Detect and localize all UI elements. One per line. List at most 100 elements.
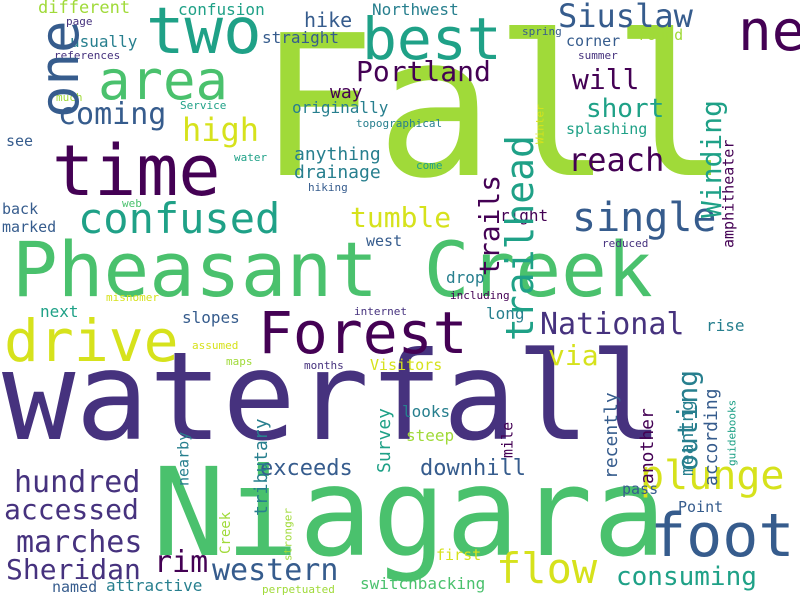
word-recently: recently <box>601 392 622 479</box>
word-consuming: consuming <box>616 562 757 592</box>
word-misnomer: misnomer <box>106 291 159 304</box>
word-forest: Forest <box>258 299 468 367</box>
word-attractive: attractive <box>106 576 203 595</box>
word-usually: usually <box>70 32 138 51</box>
word-area: area <box>98 49 229 112</box>
word-tributary: tributary <box>251 418 272 516</box>
word-time: time <box>52 130 221 212</box>
word-niagara: Niagara <box>152 442 667 584</box>
word-water: water <box>234 151 268 164</box>
word-summer: summer <box>578 49 618 62</box>
word-trailhead: trails <box>473 174 506 276</box>
word-originally: originally <box>292 98 389 117</box>
word-topographical: topographical <box>356 117 443 130</box>
word-creek-small: Creek <box>218 511 234 554</box>
word-national: National <box>540 307 685 342</box>
word-nearby: nearby <box>174 431 193 486</box>
word-months: months <box>304 359 344 372</box>
word-siuslaw: Siuslaw <box>558 0 693 35</box>
word-portland: Portland <box>356 55 491 88</box>
word-according: according <box>701 388 722 486</box>
word-including: including <box>450 289 510 302</box>
word-marked: marked <box>2 218 57 236</box>
word-web: web <box>122 197 142 210</box>
word-hiking: hiking <box>308 181 348 194</box>
word-mile: mile <box>498 421 517 458</box>
word-via: via <box>548 339 599 372</box>
word-drainage: drainage <box>294 162 381 183</box>
word-drive: drive <box>4 307 179 375</box>
word-reduced: reduced <box>602 237 649 250</box>
word-trails: trailhead <box>498 135 542 341</box>
word-western: western <box>212 553 339 588</box>
word-best: best <box>362 5 502 73</box>
word-marches: marches <box>16 525 143 560</box>
word-reach: reach <box>568 141 665 179</box>
word-round: round <box>638 26 684 44</box>
word-first: first <box>436 546 482 564</box>
word-see: see <box>6 132 34 150</box>
word-west: west <box>366 232 403 250</box>
word-anything: anything <box>294 144 381 165</box>
word-slopes: slopes <box>182 308 240 327</box>
word-confusion: confusion <box>178 0 265 19</box>
word-steep: steep <box>406 426 455 445</box>
word-drop: drop <box>446 268 485 287</box>
word-high: high <box>182 111 260 149</box>
word-right: right <box>500 206 549 225</box>
word-different: different <box>38 0 131 18</box>
word-back: back <box>2 200 39 218</box>
word-winter: Winter <box>533 104 547 144</box>
word-rim: rim <box>154 545 209 580</box>
word-long: long <box>486 304 525 323</box>
word-looks: looks <box>402 402 451 421</box>
word-spring: spring <box>522 25 562 38</box>
word-will: will <box>572 63 640 96</box>
word-pass: pass <box>622 480 659 498</box>
word-hike: hike <box>304 8 353 32</box>
word-two: two <box>146 0 262 69</box>
word-short: short <box>586 94 665 124</box>
word-flow: flow <box>496 544 598 593</box>
word-next: next <box>40 302 79 321</box>
word-corner: corner <box>566 32 621 50</box>
word-accessed: accessed <box>4 493 139 526</box>
word-exceeds: exceeds <box>260 456 353 481</box>
word-sheridan: Sheridan <box>6 553 141 586</box>
word-pheasant-creek: Pheasant Creek <box>12 225 653 314</box>
word-confused: confused <box>78 194 281 243</box>
word-one: one <box>28 20 91 118</box>
word-switchbacking: switchbacking <box>360 574 486 593</box>
word-much: much <box>56 91 83 104</box>
word-splashing: splashing <box>566 120 648 138</box>
word-amphitheater: amphitheater <box>719 139 738 248</box>
word-guidebooks: guidebooks <box>725 399 739 466</box>
word-way: way <box>330 82 363 103</box>
word-assumed: assumed <box>192 339 239 352</box>
word-maps: maps <box>226 355 253 368</box>
word-visitors: Visitors <box>370 356 443 374</box>
word-hundred: hundred <box>14 465 141 500</box>
word-point: Point <box>678 498 724 516</box>
word-plunge: plunge <box>640 453 785 499</box>
word-northwest: Northwest <box>372 0 459 19</box>
word-internet: internet <box>354 305 407 318</box>
word-perpetuated: perpetuated <box>262 583 335 596</box>
word-page: page <box>66 15 93 28</box>
word-named: named <box>52 578 98 596</box>
word-neither: neither <box>738 0 800 64</box>
word-meaning: meaning <box>677 400 698 476</box>
word-waterfall: waterfall <box>2 326 664 468</box>
word-rise: rise <box>706 316 745 335</box>
word-tumble: tumble <box>350 201 452 234</box>
word-fall: Fall <box>258 0 731 222</box>
word-come: come <box>416 159 443 172</box>
word-coming: coming <box>58 97 167 132</box>
word-single: single <box>572 195 717 241</box>
word-survey: Survey <box>374 407 395 473</box>
word-another: another <box>637 408 658 484</box>
word-service: Service <box>180 99 227 112</box>
word-stronger: stronger <box>281 508 295 561</box>
word-straight: straight <box>262 28 340 47</box>
